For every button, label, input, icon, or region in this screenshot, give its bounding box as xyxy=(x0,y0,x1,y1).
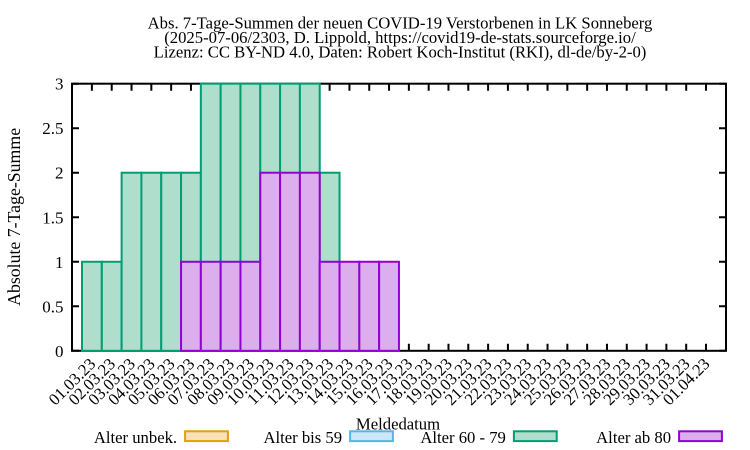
svg-text:2: 2 xyxy=(55,164,64,183)
svg-text:Meldedatum: Meldedatum xyxy=(356,414,440,433)
svg-text:1.5: 1.5 xyxy=(42,208,63,227)
svg-text:0: 0 xyxy=(55,342,64,361)
svg-text:Alter 60 - 79: Alter 60 - 79 xyxy=(420,428,506,447)
svg-text:(2025-07-06/2303, D. Lippold,: (2025-07-06/2303, D. Lippold, https://co… xyxy=(164,28,636,47)
svg-text:Absolute 7-Tage-Summe: Absolute 7-Tage-Summe xyxy=(4,128,24,306)
svg-text:Alter unbek.: Alter unbek. xyxy=(94,428,177,447)
svg-text:2.5: 2.5 xyxy=(42,119,63,138)
svg-text:0.5: 0.5 xyxy=(42,297,63,316)
svg-text:Alter bis 59: Alter bis 59 xyxy=(263,428,342,447)
svg-text:Abs. 7-Tage-Summen der neuen C: Abs. 7-Tage-Summen der neuen COVID-19 Ve… xyxy=(148,14,653,33)
svg-text:Lizenz: CC BY-ND 4.0, Daten: R: Lizenz: CC BY-ND 4.0, Daten: Robert Koch… xyxy=(154,42,647,61)
svg-text:Alter ab 80: Alter ab 80 xyxy=(596,428,671,447)
svg-text:1: 1 xyxy=(55,253,64,272)
svg-text:3: 3 xyxy=(55,75,64,94)
